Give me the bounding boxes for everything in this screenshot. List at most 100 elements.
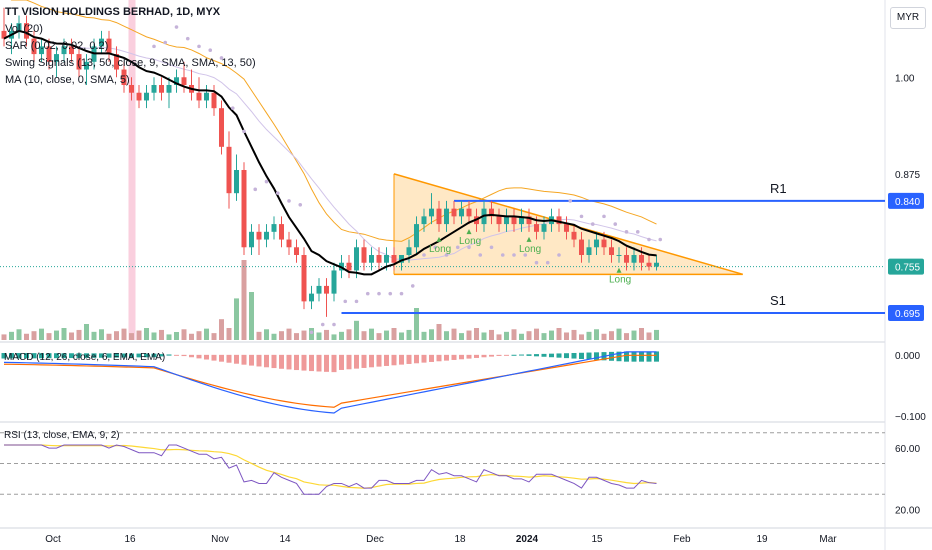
volume-bar [241, 260, 247, 340]
volume-bar [624, 333, 629, 340]
candle-body [406, 247, 412, 255]
volume-bar [114, 331, 119, 340]
sar-dot [602, 214, 606, 219]
macd-histogram-bar [16, 353, 22, 359]
volume-bar [466, 330, 472, 340]
macd-histogram-bar [309, 354, 314, 372]
macd-histogram-bar [511, 354, 517, 356]
candle-body [249, 231, 254, 248]
macd-histogram-bar [346, 354, 352, 370]
volume-bar [76, 329, 82, 340]
volume-bar [564, 332, 569, 340]
macd-histogram-bar [241, 354, 247, 365]
volume-bar [324, 329, 329, 340]
volume-bar [219, 319, 224, 340]
candle-body [594, 239, 599, 248]
candle-body [369, 255, 374, 263]
sar-dot [534, 260, 539, 265]
rsi-legend[interactable]: RSI (13, close, EMA, 9, 2) [4, 430, 120, 441]
volume-bar [504, 331, 509, 340]
candle-body [601, 239, 607, 248]
macd-histogram-bar [249, 354, 254, 366]
sar-dot [275, 191, 280, 195]
candle-body [121, 69, 127, 85]
volume-bar [541, 333, 547, 340]
volume-bar [579, 334, 584, 340]
candle-body [24, 23, 29, 39]
macd-histogram-bar [204, 354, 209, 360]
macd-histogram-bar [226, 354, 232, 363]
signal-label: Long [519, 244, 541, 255]
candle-body [256, 231, 262, 240]
sar-dot [500, 253, 505, 257]
candle-body [84, 61, 89, 70]
volume-bar [511, 329, 517, 340]
candle-body [331, 270, 337, 294]
macd-tick-label: 0.000 [895, 351, 920, 362]
volume-bar [609, 331, 614, 340]
candle-body [354, 247, 359, 271]
candle-body [114, 54, 119, 70]
volume-bar [1, 334, 7, 340]
macd-histogram-bar [99, 353, 104, 358]
macd-histogram-bar [9, 353, 14, 359]
macd-histogram-bar [451, 354, 457, 360]
sar-dot [455, 245, 460, 250]
volume-bar [331, 334, 337, 340]
candle-body [399, 255, 404, 263]
candle-body [324, 285, 329, 294]
currency-selector[interactable]: MYR [890, 7, 926, 29]
macd-histogram-bar [24, 353, 29, 359]
volume-bar [211, 333, 217, 340]
volume-bar [151, 332, 157, 340]
candle-body [586, 247, 592, 255]
volume-bar [384, 330, 389, 340]
candle-body [556, 216, 562, 225]
time-tick-label: 16 [124, 534, 136, 545]
macd-histogram-bar [361, 354, 367, 368]
sar-dot [354, 299, 359, 304]
volume-bar [294, 333, 299, 340]
legend-ma[interactable]: MA (10, close, 0, SMA, 5) [5, 74, 130, 86]
time-tick-label: 2024 [516, 534, 539, 545]
legend-sar[interactable]: SAR (0.02, 0.02, 0.2) [5, 40, 109, 52]
legend-swing-signals[interactable]: Swing Signals (13, 50, close, 9, SMA, SM… [5, 57, 256, 69]
signal-arrow [466, 229, 472, 235]
macd-histogram-bar [256, 354, 262, 367]
candle-body [579, 239, 584, 255]
volume-bar [376, 333, 382, 340]
macd-histogram-bar [129, 353, 134, 358]
macd-histogram-bar [541, 353, 547, 357]
macd-histogram-bar [316, 354, 322, 372]
legend-vol[interactable]: Vol (20) [5, 23, 43, 35]
time-tick-label: 15 [591, 534, 603, 545]
candle-body [136, 92, 142, 101]
price-tag-r1 [888, 192, 924, 209]
macd-histogram-bar [39, 353, 44, 359]
price-tick-label: 0.875 [895, 170, 920, 181]
sar-dot [410, 284, 415, 288]
macd-histogram-bar [219, 354, 224, 362]
chart-legend: TT VISION HOLDINGS BERHAD, 1D, MYX Vol (… [5, 4, 256, 89]
macd-histogram-bar [54, 353, 59, 359]
macd-legend[interactable]: MACD (12, 26, close, 6, EMA, EMA) [4, 352, 166, 363]
macd-histogram-bar [489, 354, 494, 357]
sar-dot [467, 245, 471, 250]
volume-bar [571, 329, 577, 340]
macd-line [3, 351, 657, 414]
sar-dot [512, 253, 516, 257]
volume-bar [196, 331, 202, 340]
macd-histogram-bar [279, 354, 284, 369]
rsi-tick-label: 60.00 [895, 444, 920, 455]
macd-histogram-bar [519, 354, 524, 356]
macd-histogram-bar [399, 354, 404, 365]
candle-body [211, 92, 217, 109]
macd-tick-label: −0.100 [895, 412, 926, 423]
macd-histogram-bar [144, 353, 149, 358]
highlight-band [128, 0, 136, 340]
time-tick-label: Dec [366, 534, 384, 545]
sar-dot [219, 56, 224, 60]
sar-dot [287, 199, 291, 203]
candle-body [519, 216, 524, 225]
